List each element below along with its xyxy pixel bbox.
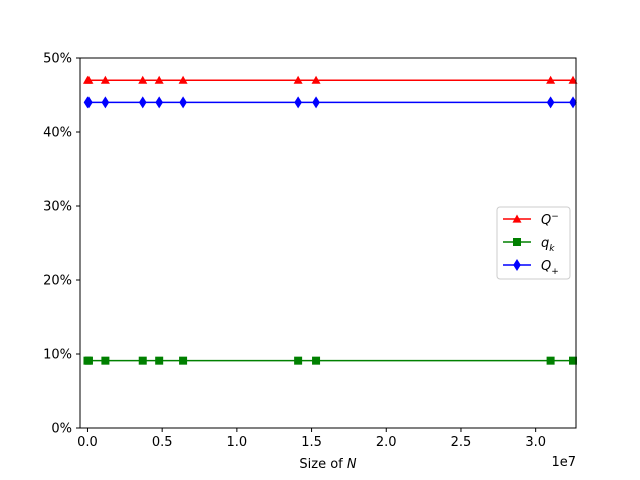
data-point (138, 96, 147, 109)
y-tick-label: 40% (43, 126, 72, 141)
data-point (546, 96, 555, 109)
data-point (138, 356, 147, 365)
data-point (569, 356, 578, 365)
data-point (84, 356, 93, 365)
legend-marker (513, 238, 521, 246)
legend-marker (512, 214, 522, 223)
legend-box (496, 206, 571, 280)
x-tick-label: 1.0 (227, 435, 248, 450)
data-point (568, 75, 578, 84)
data-point (155, 356, 164, 365)
legend-entry: Q+ (503, 259, 559, 277)
data-point (101, 96, 110, 109)
x-tick-label: 0.5 (152, 435, 173, 450)
data-point (311, 75, 321, 84)
y-tick-label: 0% (51, 422, 72, 437)
legend-label: qk (541, 236, 555, 254)
data-point (85, 96, 93, 109)
legend-label: Q+ (541, 259, 559, 277)
data-point (293, 75, 303, 84)
data-point (546, 356, 555, 365)
x-axis-label-prefix: Size of (299, 457, 346, 472)
series-triangle (82, 75, 578, 84)
plot-frame (79, 57, 577, 429)
legend-marker (513, 259, 521, 271)
data-point (154, 75, 164, 84)
data-point (546, 75, 556, 84)
y-tick-label: 50% (43, 52, 72, 67)
data-point (179, 356, 188, 365)
series-square (83, 356, 578, 365)
x-axis-label: Size of N (299, 457, 356, 472)
data-point (178, 75, 188, 84)
x-axis: 0.0 0.5 1.0 1.5 2.0 2.5 3.0 (77, 428, 546, 450)
y-tick-label: 10% (43, 348, 72, 363)
x-axis-label-variable: N (347, 457, 357, 472)
legend-label: Q− (541, 212, 559, 228)
y-tick-label: 30% (43, 200, 72, 215)
series-layer (82, 75, 578, 365)
y-axis: 0% 10% 20% 30% 40% 50% (43, 52, 80, 437)
x-tick-label: 0.0 (77, 435, 98, 450)
data-point (294, 356, 303, 365)
data-point (312, 356, 321, 365)
x-axis-offset-label: 1e7 (551, 455, 576, 470)
data-point (84, 75, 94, 84)
data-point (101, 356, 110, 365)
data-point (138, 75, 148, 84)
x-tick-label: 2.0 (376, 435, 397, 450)
legend-entry: Q− (503, 212, 559, 228)
x-tick-label: 3.0 (525, 435, 546, 450)
legend-entry: qk (503, 236, 555, 254)
data-point (312, 96, 320, 109)
y-tick-label: 20% (43, 274, 72, 289)
data-point (569, 96, 577, 109)
x-tick-label: 1.5 (301, 435, 322, 450)
data-point (155, 96, 163, 109)
legend: Q− qk Q+ (496, 206, 571, 280)
data-point (179, 96, 187, 109)
data-point (294, 96, 302, 109)
x-tick-label: 2.5 (451, 435, 472, 450)
series-diamond (83, 96, 577, 109)
data-point (100, 75, 110, 84)
